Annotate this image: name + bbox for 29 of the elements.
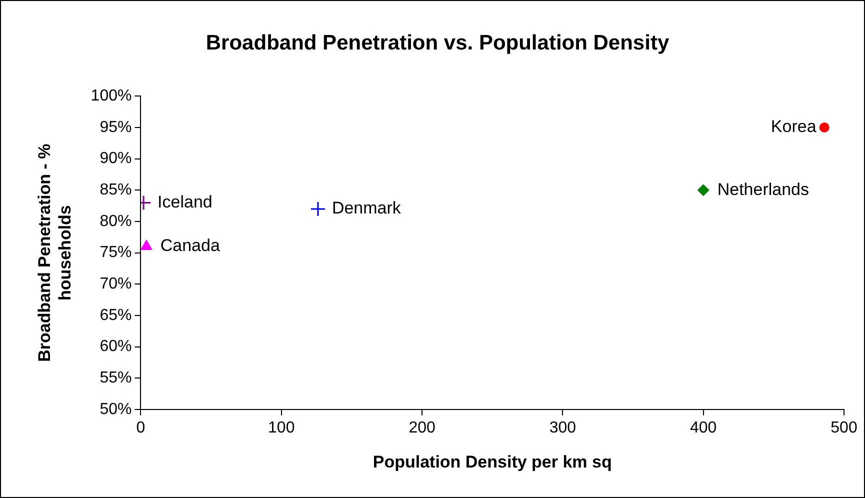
x-tick-label: 0: [136, 419, 146, 436]
x-tick-label: 200: [408, 419, 436, 436]
point: [697, 184, 710, 196]
y-axis-title: Broadband Penetration - % households: [34, 144, 74, 362]
point: [140, 240, 152, 250]
x-tick-label: 100: [268, 419, 295, 436]
y-tick-label: 75%: [100, 244, 132, 262]
y-tick-label: 65%: [100, 306, 132, 324]
x-tick-label: 300: [549, 419, 576, 436]
y-tick-label: 55%: [100, 369, 132, 386]
y-tick-label: 95%: [100, 118, 132, 136]
y-tick-label: 90%: [100, 150, 132, 168]
y-tick-label: 85%: [100, 182, 132, 199]
x-axis-title: Population Density per km sq: [372, 452, 612, 472]
y-tick-label: 100%: [90, 88, 132, 105]
y-tick-label: 60%: [100, 338, 132, 356]
x-tick-label: 400: [690, 419, 717, 436]
series-label: Denmark: [332, 198, 402, 218]
y-tick-label: 80%: [100, 212, 132, 230]
chart-title: Broadband Penetration vs. Population Density: [206, 31, 670, 54]
series-label: Iceland: [158, 192, 212, 212]
series-label: Korea: [770, 117, 817, 136]
x-tick-label: 500: [830, 419, 858, 436]
y-tick-label: 70%: [100, 276, 132, 293]
point: [819, 122, 830, 133]
y-tick-label: 50%: [100, 400, 132, 418]
point: [310, 201, 326, 217]
series-label: Canada: [160, 236, 220, 256]
series-label: Netherlands: [717, 180, 810, 199]
